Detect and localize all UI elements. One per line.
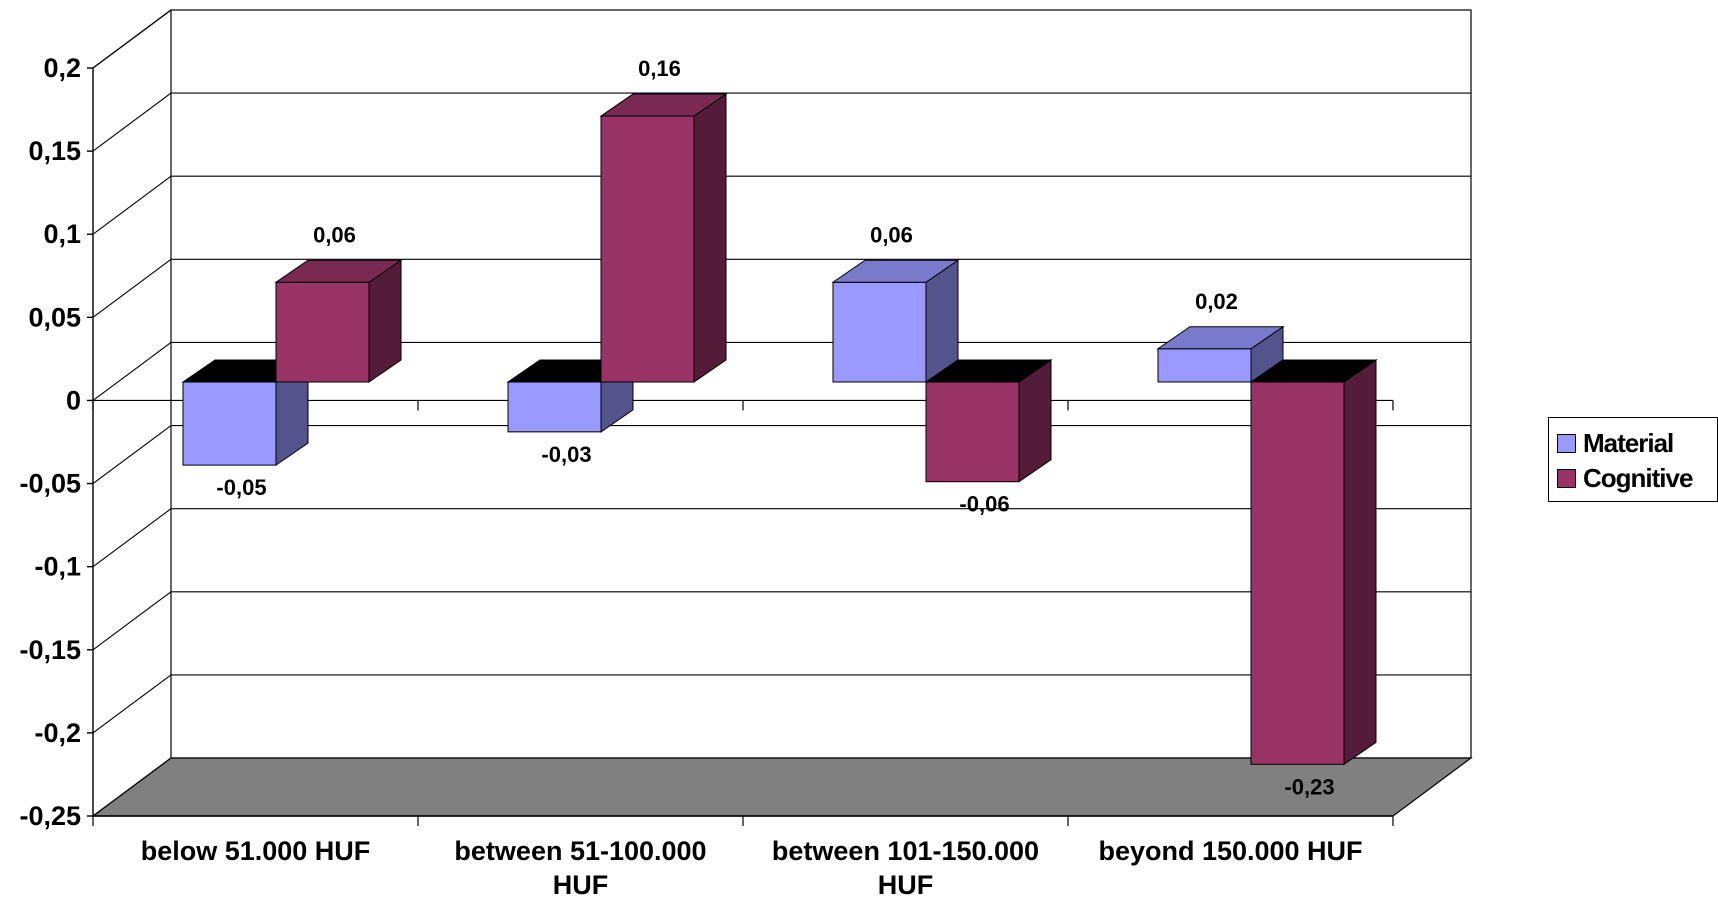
side-gridline: [92, 757, 172, 817]
legend: Material Cognitive: [1548, 417, 1718, 502]
y-tick-label: 0: [66, 385, 81, 415]
bar-front: [1250, 381, 1345, 765]
side-gridline: [92, 92, 172, 152]
data-label-material-2: 0,06: [870, 222, 913, 247]
floor: [91, 757, 1473, 817]
legend-label-material: Material: [1583, 428, 1674, 458]
bar-material-2: [831, 259, 960, 383]
x-tick-label: below 51.000 HUF: [141, 836, 371, 866]
bar-top: [599, 93, 728, 117]
y-tick-label: 0,05: [28, 302, 81, 332]
y-tick-label: -0,2: [34, 718, 81, 748]
side-gridline: [92, 674, 172, 734]
bar-cognitive-3: [1249, 359, 1378, 766]
data-label-material-0: -0,05: [216, 475, 266, 500]
bar-top: [831, 259, 960, 283]
legend-item-material: Material: [1557, 426, 1717, 461]
x-tick-label: HUF: [878, 870, 934, 899]
y-tick-label: 0,1: [43, 219, 81, 249]
data-label-cognitive-0: 0,06: [313, 222, 356, 247]
data-label-cognitive-3: -0,23: [1284, 774, 1334, 799]
side-gridline: [92, 258, 172, 318]
y-tick-label: -0,05: [19, 469, 81, 499]
bar-material-1: [506, 359, 635, 433]
data-label-cognitive-2: -0,06: [959, 492, 1009, 517]
bar-side: [1343, 359, 1377, 766]
axes: 0,2 0,15 0,1 0,05 0 -0,05 -0,1 -0,15 -0,2 -0,25: [19, 53, 1394, 831]
bars: [181, 93, 1378, 766]
bar-front: [182, 381, 277, 466]
bar-side: [693, 93, 727, 383]
bar-front: [275, 281, 370, 383]
y-tick-label: -0,1: [34, 552, 81, 582]
x-tick-label: beyond 150.000 HUF: [1098, 836, 1362, 866]
y-tick-label: -0,25: [19, 801, 81, 831]
bar-front: [600, 115, 695, 383]
bar-material-3: [1156, 325, 1285, 383]
side-gridline: [92, 342, 172, 401]
bar-top: [1156, 326, 1285, 350]
bar-top: [924, 359, 1053, 383]
x-tick-label: between 101-150.000: [772, 836, 1039, 866]
legend-item-cognitive: Cognitive: [1557, 461, 1717, 496]
x-tick-label: HUF: [553, 870, 609, 899]
data-label-cognitive-1: 0,16: [638, 56, 681, 81]
bar-top: [1249, 359, 1378, 383]
side-gridline: [92, 591, 172, 651]
x-tick-label: between 51-100.000: [454, 836, 706, 866]
y-tick-label: 0,15: [28, 136, 81, 166]
data-label-material-3: 0,02: [1195, 289, 1238, 314]
y-tick-label: 0,2: [43, 53, 81, 83]
side-gridline: [92, 175, 172, 235]
bar-front: [832, 281, 927, 383]
bar-front: [925, 381, 1020, 483]
bar-cognitive-0: [274, 259, 403, 383]
legend-label-cognitive: Cognitive: [1583, 463, 1693, 493]
side-gridline: [92, 9, 172, 69]
side-gridline: [92, 508, 172, 568]
bar-front: [1157, 348, 1252, 383]
data-label-material-1: -0,03: [541, 442, 591, 467]
side-gridline: [92, 425, 172, 484]
legend-swatch-material: [1557, 434, 1576, 453]
bar-top: [274, 259, 403, 283]
bar-cognitive-1: [599, 93, 728, 383]
y-tick-label: -0,15: [19, 635, 81, 665]
bar-front: [507, 381, 602, 433]
bar-cognitive-2: [924, 359, 1053, 483]
data-labels: below 51.000 HUF between 51-100.000 HUF bet…: [141, 56, 1363, 899]
legend-swatch-cognitive: [1557, 469, 1576, 488]
